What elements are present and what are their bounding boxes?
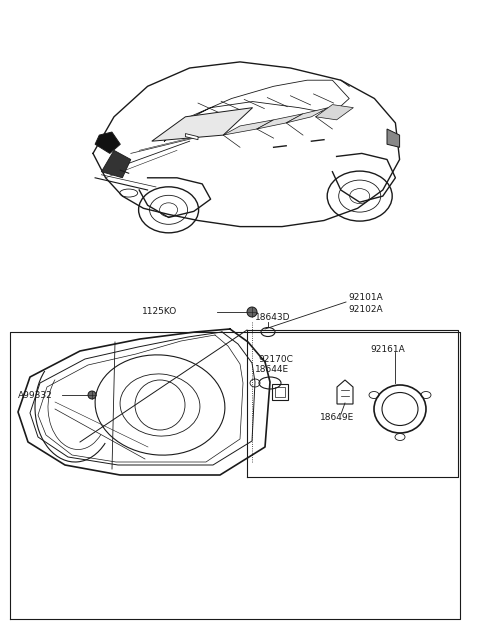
Polygon shape <box>257 113 303 129</box>
Bar <box>272 384 288 400</box>
Circle shape <box>88 391 96 399</box>
Polygon shape <box>152 108 252 141</box>
Text: 18649E: 18649E <box>320 413 354 421</box>
Polygon shape <box>185 134 198 140</box>
Text: 92102A: 92102A <box>348 305 383 314</box>
Text: 1125KO: 1125KO <box>142 307 177 317</box>
Polygon shape <box>316 105 353 120</box>
Text: 18643D: 18643D <box>255 312 290 322</box>
Bar <box>275 387 285 397</box>
Polygon shape <box>223 120 274 135</box>
Polygon shape <box>95 132 120 154</box>
Text: 92101A: 92101A <box>348 293 383 302</box>
Text: A99332: A99332 <box>18 391 53 399</box>
Text: 92161A: 92161A <box>370 344 405 354</box>
Circle shape <box>247 307 257 317</box>
Text: 92170C: 92170C <box>258 356 293 364</box>
Polygon shape <box>387 129 399 147</box>
Polygon shape <box>101 150 131 178</box>
Text: 18644E: 18644E <box>255 364 289 374</box>
Polygon shape <box>286 108 328 123</box>
